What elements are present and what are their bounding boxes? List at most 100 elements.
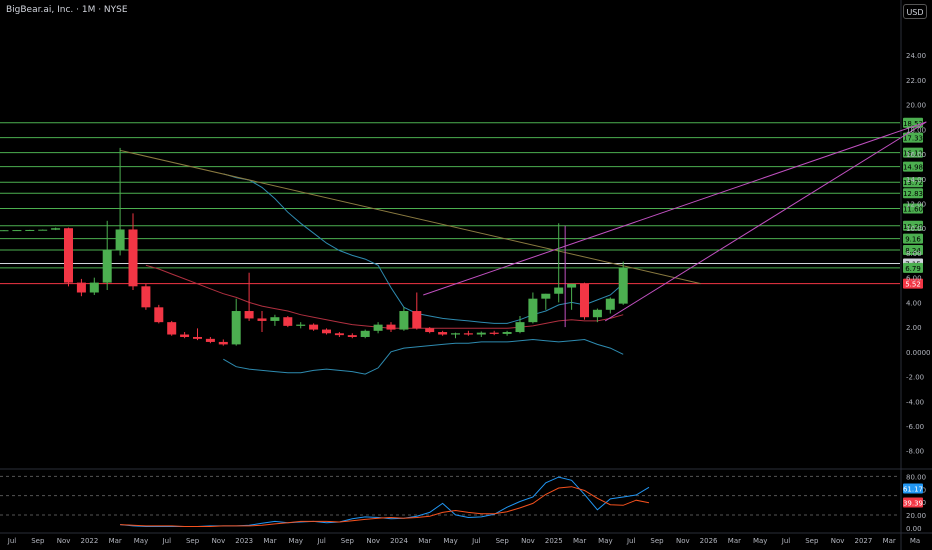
level-badge [903, 161, 923, 172]
time-tick-label: Nov [521, 537, 535, 545]
level-label: 9.16 [905, 236, 921, 244]
rsi-series-line [120, 486, 650, 527]
time-tick-label: Nov [212, 537, 226, 545]
level-badge [903, 132, 923, 143]
candle-body [541, 293, 551, 299]
price-tick-label: 4.00 [906, 299, 922, 307]
time-tick-label: Jul [471, 537, 481, 545]
time-tick-label: 2022 [80, 537, 98, 545]
time-tick-label: 2026 [700, 537, 718, 545]
time-tick-label: 2025 [545, 537, 563, 545]
level-label: 8.24 [905, 247, 921, 255]
time-tick-label: 2023 [235, 537, 253, 545]
candle-body [605, 298, 615, 310]
price-tick-label: -4.00 [906, 398, 924, 406]
time-tick-label: Mar [728, 537, 741, 545]
rsi-value-label: 61.17 [903, 486, 923, 494]
candle-body [64, 228, 73, 283]
candle-body [12, 230, 22, 232]
candle-body [218, 341, 228, 345]
candle-body [270, 317, 280, 321]
indicator-overlays [119, 121, 927, 375]
level-badge [903, 188, 923, 199]
candle-body [283, 317, 293, 326]
level-label: 17.33 [903, 135, 923, 143]
currency-button[interactable]: USD [903, 4, 927, 19]
level-label: 11.60 [903, 205, 923, 213]
candle-body [515, 322, 525, 333]
time-tick-label: Sep [496, 537, 510, 545]
candle-body [386, 324, 396, 330]
candle-body [296, 324, 306, 326]
candle-body [438, 332, 448, 335]
candle-body [89, 282, 99, 293]
candle-body [231, 311, 241, 345]
price-tick-label: 14.00 [906, 176, 926, 184]
level-label: 6.79 [905, 265, 921, 273]
candle-body [309, 324, 319, 330]
time-tick-label: Sep [31, 537, 45, 545]
time-tick-label: 2024 [390, 537, 408, 545]
level-label: 12.83 [903, 190, 923, 198]
bb-upper-band [223, 173, 624, 324]
time-tick-label: Mar [883, 537, 896, 545]
candle-body [347, 335, 357, 337]
price-tick-label: -8.00 [906, 448, 924, 456]
time-tick-label: Jul [316, 537, 326, 545]
price-tick-label: 16.00 [906, 151, 926, 159]
candle-body [554, 287, 564, 294]
time-tick-label: Mar [109, 537, 122, 545]
time-tick-label: Nov [831, 537, 845, 545]
price-axis[interactable]: 24.00 22.00 20.00 18.00 16.00 14.00 12.00 10.00… [906, 52, 931, 456]
time-tick-label: Sep [650, 537, 664, 545]
level-badge [903, 278, 923, 289]
time-tick-label: May [753, 537, 767, 545]
time-tick-label: Ma [910, 537, 920, 545]
candle-body [334, 333, 344, 336]
rsi-value-badge [903, 483, 923, 494]
level-badge [903, 233, 923, 244]
candle-body [592, 309, 602, 318]
candle-body [257, 318, 267, 321]
candle-body [399, 311, 409, 330]
chart-title: BigBear.ai, Inc. · 1M · NYSE [6, 5, 128, 15]
time-axis[interactable]: Jul Sep Nov 2022 Mar May Jul Sep Nov 2023 Mar May Ju… [7, 537, 920, 545]
price-tick-label: 22.00 [906, 77, 926, 85]
candlestick-series [0, 147, 628, 346]
time-tick-label: Mar [573, 537, 586, 545]
candle-body [618, 267, 628, 304]
candle-body [180, 334, 190, 337]
level-badge [903, 177, 923, 188]
time-tick-label: Nov [676, 537, 690, 545]
candle-body [322, 329, 331, 334]
candle-body [373, 324, 383, 331]
level-badge [903, 244, 923, 255]
candle-body [425, 328, 435, 333]
candle-body [528, 298, 538, 323]
candle-body [476, 332, 486, 335]
candle-body [154, 307, 164, 323]
candle-body [193, 336, 202, 339]
level-label: 13.72 [903, 179, 923, 187]
candle-body [128, 229, 138, 287]
price-tick-label: -6.00 [906, 423, 924, 431]
price-tick-label: 24.00 [906, 52, 926, 60]
time-tick-label: Jul [781, 537, 791, 545]
candle-body [38, 229, 48, 231]
time-tick-label: May [289, 537, 303, 545]
candle-body [167, 322, 177, 335]
rsi-tick-label: 0.00 [906, 525, 922, 533]
candle-body [463, 333, 473, 335]
level-label: 5.52 [905, 281, 921, 289]
level-badge [903, 203, 923, 214]
price-tick-label: -2.00 [906, 374, 924, 382]
level-label: 16.12 [903, 150, 923, 158]
time-tick-label: Sep [805, 537, 819, 545]
rsi-value-label: 39.39 [903, 499, 923, 507]
time-tick-label: Nov [57, 537, 71, 545]
price-tick-label: 10.00 [906, 225, 926, 233]
candle-body [489, 332, 499, 334]
candle-body [115, 229, 125, 251]
candle-body [451, 333, 460, 335]
